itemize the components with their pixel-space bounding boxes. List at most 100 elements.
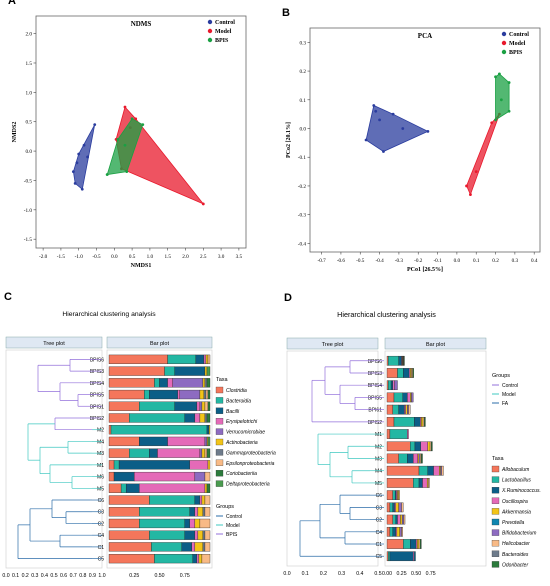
clost-bar-segment-coriobacteriia: [206, 483, 211, 493]
clost-bar-segment-epsilonproteobacteria: [204, 401, 209, 411]
pca-point-bpis: [507, 109, 511, 113]
genus-sample-label: M4: [375, 469, 382, 475]
clost-tree-tick-label: 0.4: [41, 573, 48, 579]
genus-tree-tick-label: 0.2: [320, 571, 327, 577]
genus-taxa-legend-label: Allobaculum: [501, 467, 529, 473]
clost-tree-tick-label: 0.3: [31, 573, 38, 579]
genus-bar-segment-oscillospira: [433, 465, 440, 476]
clost-bar-segment-bacteroidia: [154, 378, 160, 388]
genus-bar-segment-x-ruminococcus-: [398, 404, 405, 415]
genus-bar-segment-x-ruminococcus-: [392, 502, 395, 513]
clost-taxa-legend-label: Coriobacteriia: [226, 471, 257, 477]
clost-bar-segment-erysipelotrichi: [196, 401, 201, 411]
clost-tree-header-label: Tree plot: [43, 341, 65, 347]
clost-bar-segment-actinobacteria: [201, 448, 206, 458]
genus-bar-segment-lactobacillus: [392, 490, 396, 500]
pca-point-bpis: [507, 81, 511, 84]
clost-bar-segment-verrucomicrobiae: [179, 389, 201, 400]
genus-bar-segment-bifidobacterium: [399, 526, 402, 537]
genus-title: Hierarchical clustering analysis: [337, 310, 436, 319]
pca-y-tick-label: 0.2: [300, 69, 307, 75]
genus-bar-segment-lactobacillus: [389, 502, 393, 513]
ndms-point-model: [123, 105, 127, 109]
genus-bar-segment-lactobacillus: [387, 380, 392, 391]
genus-panel-letter: D: [284, 292, 292, 304]
clost-bar-segment-erysipelotrichi: [194, 507, 199, 517]
genus-bar-segment-lactobacillus: [413, 478, 420, 488]
clost-sample-label: M3: [97, 451, 104, 457]
pca-hull-bpis: [495, 73, 510, 121]
genus-bar-segment-helicobacter: [428, 478, 430, 488]
clost-bar-segment-epsilonproteobacteria: [204, 507, 211, 517]
genus-bar-segment-helicobacter: [441, 465, 444, 476]
clost-bar-segment-bacteroidia: [167, 354, 197, 365]
genus-bar-segment-oscillospira: [397, 514, 401, 525]
clost-bar-segment-epsilonproteobacteria: [204, 530, 211, 540]
clost-bar-segment-verrucomicrobiae: [204, 436, 208, 447]
clost-bar-segment-erysipelotrichi: [196, 553, 200, 564]
clost-bar-segment-clostridia: [108, 460, 115, 470]
clost-sample-label: BPIS6: [90, 357, 104, 363]
ndms-y-tick-label: 0.0: [26, 149, 33, 155]
clost-bar-segment-epsilonproteobacteria: [204, 448, 208, 458]
clost-bar-segment-epsilonproteobacteria: [199, 518, 211, 529]
clost-sample-label: M5: [97, 486, 104, 492]
genus-bar-segment-odoribacter: [421, 453, 423, 464]
genus-bar-segment-x-ruminococcus-: [407, 453, 414, 464]
clost-bar-segment-clostridia: [108, 436, 140, 447]
genus-bar-segment-lactobacillus: [387, 551, 391, 562]
pca-y-tick-label: -0.1: [298, 155, 307, 161]
pca-x-tick-label: -0.4: [375, 258, 384, 264]
clost-bar-segment-clostridia: [108, 389, 145, 400]
clost-bar-segment-actinobacteria: [197, 530, 204, 540]
clost-bar-segment-clostridia: [108, 366, 165, 376]
clost-bar-segment-bacilli: [189, 507, 196, 517]
ndms-point-control: [82, 143, 86, 147]
genus-bar-segment-allobaculum: [386, 502, 391, 513]
clost-bar-header-label: Bar plot: [150, 341, 169, 347]
clost-bar-segment-bacilli: [194, 495, 201, 505]
genus-taxa-swatch: [491, 540, 500, 547]
genus-bar-segment-lactobacillus: [398, 453, 408, 464]
clost-bar-tick-label: 0.50: [154, 573, 164, 579]
clost-bar-segment-bacilli: [149, 389, 178, 400]
ndms-panel-letter: A: [8, 0, 16, 7]
genus-bar-segment-lactobacillus: [389, 429, 408, 439]
ndms-legend-marker-bpis: [207, 37, 213, 43]
genus-bar-segment-oscillospira: [407, 392, 411, 403]
pca-point-model: [474, 170, 478, 173]
ndms-point-bpis: [141, 123, 145, 127]
genus-bar-segment-odoribacter: [424, 417, 426, 427]
ndms-y-tick-label: 1.5: [26, 61, 33, 67]
genus-bar-tick-label: 0.75: [426, 571, 436, 577]
genus-taxa-swatch: [491, 497, 500, 504]
ndms-panel: A NDMS -2.0 -1.5 -1.0 -0.5 0.0 0.5 1.0 1.5 2.0 2.5 3…: [8, 0, 247, 269]
pca-point-control: [364, 138, 368, 142]
clost-bar-segment-clostridia: [108, 448, 130, 458]
clost-bar-segment-coriobacteriia: [206, 378, 211, 388]
pca-x-tick-label: -0.5: [356, 258, 365, 264]
ndms-point-bpis: [116, 137, 120, 141]
clost-bar-segment-bacteroidia: [113, 460, 120, 470]
clost-bar-segment-actinobacteria: [199, 389, 205, 400]
genus-groups-legend-label: Model: [502, 392, 516, 398]
clost-tree-tick-label: 0.0: [2, 573, 9, 579]
genus-groups-legend-label: FA: [502, 401, 509, 407]
ndms-y-tick-label: 0.5: [26, 120, 33, 126]
ndms-point-control: [86, 155, 90, 159]
clost-bar-segment-clostridia: [108, 354, 168, 365]
clost-bar-segment-clostridia: [108, 378, 155, 388]
genus-bar-segment-allobaculum: [386, 514, 393, 525]
clost-tree-tick-label: 0.5: [50, 573, 57, 579]
genus-bar-segment-helicobacter: [408, 404, 411, 415]
clost-bar-segment-epsilonproteobacteria: [204, 495, 211, 505]
clost-bar-segment-actinobacteria: [201, 495, 206, 505]
ndms-legend-label-control: Control: [215, 20, 235, 26]
clost-bar-segment-bacilli: [174, 401, 198, 411]
pca-y-tick-label: 0.3: [300, 40, 307, 46]
clost-tree-tick-label: 0.6: [60, 573, 67, 579]
clost-sample-label: M2: [97, 428, 104, 434]
genus-bar-segment-lactobacillus: [392, 404, 399, 415]
clost-bar-segment-actinobacteria: [199, 413, 206, 423]
clost-sample-label: C2: [98, 521, 105, 527]
